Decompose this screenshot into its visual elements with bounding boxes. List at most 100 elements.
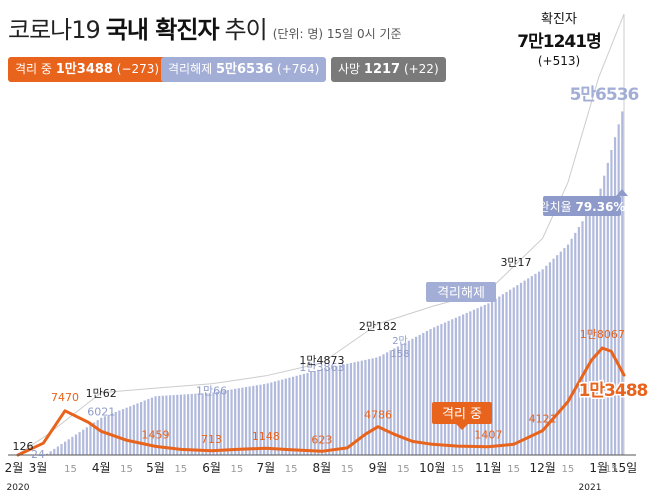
latest-isolation-value: 1만3488 — [579, 381, 648, 401]
released-area-bar — [595, 197, 599, 455]
released-area-bar — [451, 319, 454, 455]
released-area-bar — [132, 404, 135, 455]
total-data-label: 126 — [13, 440, 34, 453]
total-cases-value: 7만1241명 — [517, 32, 601, 52]
released-area-bar — [82, 429, 85, 455]
x-minor-tick-label: 15 — [507, 464, 520, 475]
x-tick-label: 3월 — [29, 461, 48, 475]
released-area-bar — [183, 394, 186, 455]
released-data-label: 6021 — [87, 406, 115, 419]
released-area-bar — [306, 372, 309, 455]
legend-death-badge: 사망 1217 (+22) — [331, 57, 446, 82]
released-area-bar — [393, 348, 396, 455]
released-area-bar — [125, 407, 128, 455]
released-area-label: 격리해제 — [437, 286, 485, 301]
legend-released-badge: 격리해제 5만6536 (+764) — [161, 57, 327, 82]
released-area-bar — [114, 411, 117, 455]
total-cases-line — [17, 13, 625, 455]
released-area-bar — [248, 386, 251, 455]
released-area-bar — [208, 392, 211, 455]
legend-death-change: (+22) — [403, 62, 439, 76]
released-area-bar — [581, 221, 584, 455]
x-minor-tick-label: 15 — [285, 464, 298, 475]
released-area-bar — [364, 359, 367, 455]
legend-isolation-change: (−273) — [116, 62, 160, 76]
released-area-bar — [396, 346, 400, 455]
released-area-bar — [360, 360, 363, 455]
released-area-bar — [67, 439, 70, 455]
year-label: 2021 — [579, 483, 602, 493]
released-area-bar — [45, 453, 49, 455]
x-tick-label: 9월 — [369, 461, 388, 475]
isolation-callout-label: 격리 중 — [442, 407, 482, 422]
released-area-bar — [92, 422, 96, 455]
released-area-bar — [443, 322, 447, 455]
released-area-bar — [346, 363, 349, 455]
released-area-bar — [212, 392, 215, 455]
released-area-bar — [367, 359, 371, 455]
released-area-bar — [215, 391, 219, 455]
x-minor-tick-label: 15 — [341, 464, 354, 475]
released-area-bar — [378, 356, 381, 455]
released-area-bar — [617, 124, 620, 455]
released-area-bar — [498, 296, 501, 455]
released-area-bar — [237, 388, 240, 455]
released-area-bar — [375, 357, 378, 455]
released-area-bar — [150, 397, 154, 455]
total-cases-label: 확진자 — [541, 12, 577, 27]
released-area-bar — [291, 376, 295, 455]
year-label: 2020 — [7, 483, 30, 493]
released-area-bar — [71, 436, 74, 455]
released-area-bar — [487, 303, 490, 455]
released-area-bar — [537, 271, 541, 455]
total-data-label: 1만4873 — [299, 354, 344, 367]
isolation-data-label: 7470 — [51, 391, 79, 404]
released-area-bar — [100, 417, 103, 455]
isolation-line-layer — [16, 346, 626, 457]
isolation-line — [16, 346, 626, 457]
released-data-label: 1만66 — [196, 385, 227, 398]
released-data-label: 2만 158 — [390, 335, 409, 360]
total-data-label: 1만62 — [86, 387, 117, 400]
released-area-bar — [603, 175, 606, 455]
released-area-bar — [454, 317, 457, 455]
title-part-2: 국내 확진자 — [105, 16, 220, 44]
unit-note: (단위: 명) 15일 0시 기준 — [272, 27, 402, 41]
released-area-bar — [234, 388, 237, 455]
released-area-layer — [17, 111, 624, 456]
x-tick-label: 1월 — [589, 461, 608, 475]
released-area-bar — [382, 354, 385, 455]
released-area-bar — [118, 410, 121, 455]
released-area-bar — [523, 280, 526, 455]
released-area-bar — [331, 366, 334, 455]
released-area-bar — [512, 287, 515, 455]
released-area-bar — [469, 311, 472, 455]
released-area-bar — [179, 394, 183, 455]
released-area-bar — [458, 316, 461, 455]
x-minor-tick-label: 15 — [562, 464, 575, 475]
released-area-bar — [465, 312, 468, 455]
released-area-bar — [74, 434, 78, 455]
released-data-label: 1만3863 — [299, 361, 344, 374]
released-area-bar — [389, 350, 392, 455]
released-area-bar — [335, 366, 338, 455]
x-minor-tick-label: 15 — [174, 464, 187, 475]
x-minor-tick-label: 15 — [64, 464, 77, 475]
isolation-data-label: 623 — [311, 433, 332, 446]
released-area-bar — [472, 309, 476, 455]
isolation-data-label: 1148 — [252, 430, 280, 443]
isolation-data-label: 4121 — [529, 413, 557, 426]
released-area-bar — [400, 344, 403, 455]
released-area-bar — [328, 367, 331, 455]
released-area-bar — [187, 394, 190, 455]
total-cases-box: 확진자 7만1241명 (+513) — [500, 8, 618, 68]
released-area-bar — [566, 244, 570, 455]
released-area-bar — [570, 238, 573, 455]
released-area-bar — [545, 265, 548, 455]
released-area-bar — [205, 393, 208, 455]
released-area-bar — [244, 387, 248, 455]
released-area-bar — [197, 393, 201, 455]
released-area-bar — [201, 393, 204, 455]
